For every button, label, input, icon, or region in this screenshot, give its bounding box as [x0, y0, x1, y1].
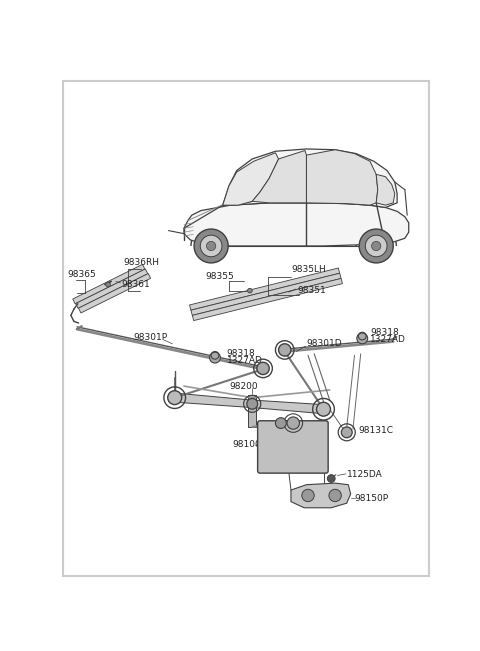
Polygon shape [190, 268, 340, 310]
Circle shape [278, 344, 291, 356]
Circle shape [206, 242, 216, 251]
Polygon shape [248, 395, 256, 427]
Text: 98351: 98351 [297, 286, 326, 295]
Circle shape [316, 402, 330, 416]
Text: 98150P: 98150P [355, 494, 389, 503]
Circle shape [357, 333, 368, 344]
Polygon shape [175, 393, 254, 408]
Text: 98301D: 98301D [306, 339, 342, 348]
Circle shape [248, 288, 252, 293]
Polygon shape [223, 149, 397, 208]
Text: 98100: 98100 [232, 440, 261, 449]
Text: 98318: 98318 [370, 327, 399, 337]
Polygon shape [76, 269, 148, 309]
Text: 98301P: 98301P [133, 333, 168, 342]
Polygon shape [251, 400, 325, 414]
Polygon shape [79, 273, 151, 313]
Text: 98365: 98365 [68, 270, 96, 279]
Circle shape [106, 282, 110, 287]
Polygon shape [291, 483, 350, 508]
Text: 98131C: 98131C [359, 426, 394, 436]
Circle shape [287, 417, 300, 429]
Circle shape [341, 427, 352, 437]
Circle shape [365, 235, 387, 256]
Circle shape [200, 235, 222, 256]
Text: 98318: 98318 [227, 350, 255, 358]
Circle shape [276, 418, 286, 428]
Text: 9836RH: 9836RH [123, 258, 159, 268]
Circle shape [302, 490, 314, 502]
Circle shape [168, 391, 181, 405]
Polygon shape [252, 150, 306, 203]
Text: 1125DA: 1125DA [347, 470, 383, 479]
Polygon shape [184, 203, 409, 246]
Polygon shape [192, 279, 342, 320]
Circle shape [329, 490, 341, 502]
Circle shape [372, 242, 381, 251]
Text: 1327AD: 1327AD [370, 335, 406, 344]
Text: 98361: 98361 [121, 280, 150, 289]
Circle shape [194, 229, 228, 263]
Circle shape [359, 229, 393, 263]
FancyBboxPatch shape [258, 421, 328, 473]
Circle shape [327, 475, 335, 482]
Text: 9835LH: 9835LH [291, 264, 326, 273]
Text: 98200: 98200 [229, 381, 258, 391]
Polygon shape [376, 174, 395, 205]
Text: 1327AD: 1327AD [227, 356, 263, 365]
Circle shape [257, 362, 269, 374]
Polygon shape [223, 153, 278, 205]
Polygon shape [191, 273, 341, 315]
Circle shape [247, 398, 258, 409]
Polygon shape [73, 264, 145, 304]
Circle shape [210, 352, 220, 363]
Polygon shape [306, 150, 378, 205]
Text: 98355: 98355 [206, 272, 234, 281]
